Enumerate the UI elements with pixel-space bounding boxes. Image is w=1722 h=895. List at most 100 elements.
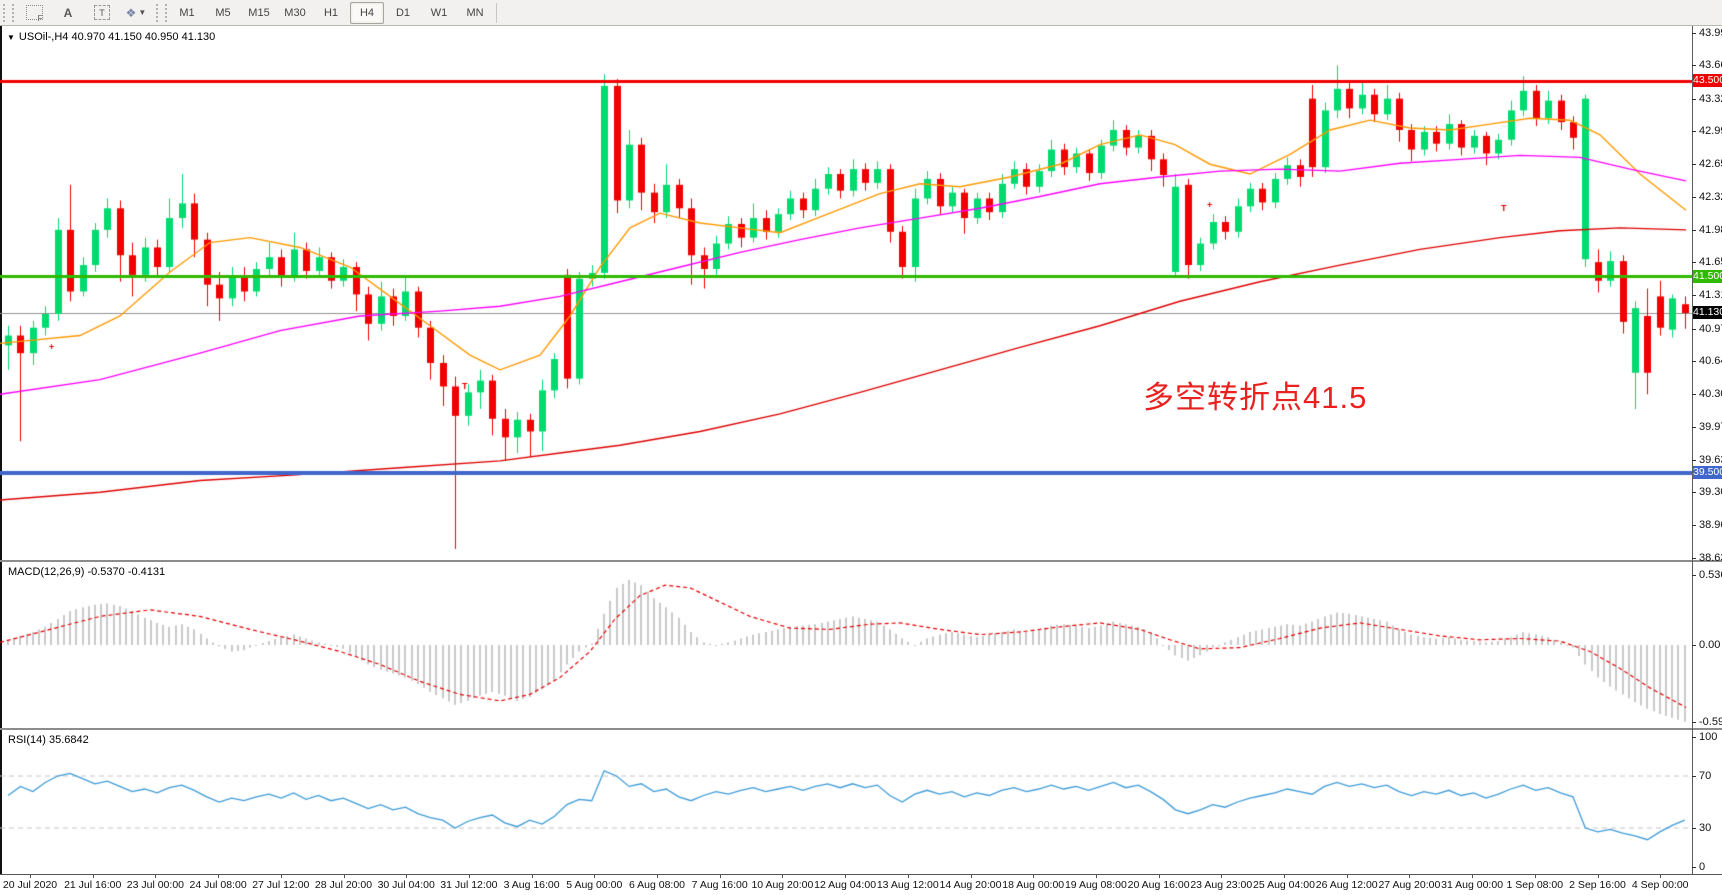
timeframe-button-M30[interactable]: M30 <box>284 6 306 19</box>
price-badge-41.500: 41.500 <box>1693 269 1722 283</box>
time-tick-mark <box>1284 874 1285 878</box>
time-tick-mark <box>970 874 972 878</box>
price-tick-mark <box>1692 459 1696 461</box>
timeframe-button-H1[interactable]: H1 <box>323 6 339 19</box>
time-tick-label: 24 Jul 08:00 <box>189 879 247 891</box>
arrow-objects-tool-button[interactable]: ❖ ▼ <box>119 2 153 24</box>
panel-divider[interactable] <box>0 560 1722 562</box>
price-tick-mark <box>1692 426 1696 428</box>
time-tick-label: 18 Aug 00:00 <box>1002 879 1065 891</box>
price-badge-39.500: 39.500 <box>1693 465 1722 479</box>
text-box-icon: T <box>94 5 110 20</box>
toolbar-separator <box>496 2 497 23</box>
price-tick-label: 40.640 <box>1699 355 1722 367</box>
rsi-indicator-label: RSI(14) 35.6842 <box>8 734 89 746</box>
timeframe-button-D1[interactable]: D1 <box>395 6 411 19</box>
time-tick-mark <box>30 874 31 878</box>
price-tick-label: 40.970 <box>1699 322 1722 335</box>
macd-indicator-label: MACD(12,26,9) -0.5370 -0.4131 <box>8 566 166 578</box>
chart-title: ▼ USOil-,H4 40.970 41.150 40.950 41.130 <box>7 31 215 43</box>
fibo-grid-icon: F <box>25 5 43 23</box>
macd-panel-canvas[interactable] <box>0 562 1692 728</box>
price-tick-label: 42.990 <box>1699 124 1722 137</box>
time-tick-mark <box>155 874 157 878</box>
macd-tick-label: -0.5924 <box>1699 716 1722 728</box>
timeframe-button-M15[interactable]: M15 <box>248 6 270 19</box>
text-label-tool-button[interactable]: A <box>51 2 85 24</box>
rsi-tick-label: 70 <box>1699 770 1712 782</box>
price-tick-mark <box>1692 33 1696 35</box>
price-tick-label: 40.300 <box>1699 388 1722 401</box>
price-tick-label: 43.660 <box>1699 59 1722 72</box>
time-tick-mark <box>218 874 220 878</box>
price-tick-label: 41.310 <box>1699 289 1722 302</box>
macd-tick-mark <box>1692 645 1696 646</box>
time-tick-mark <box>468 874 470 878</box>
time-tick-mark <box>1660 874 1662 878</box>
price-tick-label: 38.630 <box>1699 551 1722 564</box>
time-tick-label: 27 Aug 20:00 <box>1378 879 1441 891</box>
timeframe-button-M1[interactable]: M1 <box>179 6 195 19</box>
time-tick-mark <box>1409 874 1411 878</box>
time-tick-label: 31 Jul 12:00 <box>440 879 498 891</box>
rsi-tick-mark <box>1692 828 1696 829</box>
annotation-text: 多空转折点41.5 <box>1143 380 1368 415</box>
price-tick-mark <box>1692 130 1696 132</box>
time-tick-mark <box>343 874 345 878</box>
time-tick-mark <box>719 874 721 878</box>
time-tick-mark <box>657 874 658 878</box>
chart-toolbar: F A T ❖ ▼ M1 M5 M15 M30 H1 H4 D1 W1 MN <box>0 0 1722 26</box>
time-axis-line <box>0 874 1722 875</box>
panel-divider[interactable] <box>0 728 1722 730</box>
rsi-tick-label: 30 <box>1699 822 1712 834</box>
toolbar-grip-handle[interactable] <box>156 3 167 22</box>
price-tick-label: 39.630 <box>1699 453 1722 466</box>
price-tick-mark <box>1692 557 1696 559</box>
fibo-grid-tool-button[interactable]: F <box>17 2 51 24</box>
macd-tick-mark <box>1692 722 1696 723</box>
price-tick-mark <box>1692 65 1696 67</box>
time-tick-mark <box>845 874 847 878</box>
time-tick-label: 25 Aug 04:00 <box>1253 879 1315 891</box>
main-chart-canvas[interactable] <box>0 26 1692 562</box>
time-tick-mark <box>594 874 596 878</box>
time-tick-mark <box>1346 874 1348 878</box>
time-tick-mark <box>531 874 533 878</box>
time-tick-label: 14 Aug 20:00 <box>939 879 1002 891</box>
time-tick-label: 3 Aug 16:00 <box>503 879 560 891</box>
timeframe-button-MN[interactable]: MN <box>466 6 484 19</box>
price-tick-label: 43.990 <box>1699 27 1722 40</box>
price-tick-mark <box>1692 361 1696 362</box>
time-tick-mark <box>1158 874 1160 878</box>
time-tick-label: 2 Sep 16:00 <box>1569 879 1626 891</box>
time-tick-mark <box>1095 874 1097 878</box>
time-tick-label: 27 Jul 12:00 <box>252 879 310 891</box>
rsi-tick-mark <box>1692 867 1696 868</box>
price-tick-label: 39.300 <box>1699 486 1722 499</box>
chevron-down-icon: ▼ <box>138 8 147 17</box>
time-tick-label: 4 Sep 00:00 <box>1631 879 1689 891</box>
rsi-tick-label: 0 <box>1699 861 1706 873</box>
rsi-panel-canvas[interactable] <box>0 730 1692 874</box>
time-tick-label: 20 Jul 2020 <box>2 879 58 891</box>
timeframe-button-M5[interactable]: M5 <box>215 6 231 19</box>
price-tick-mark <box>1692 394 1696 396</box>
rsi-tick-mark <box>1692 737 1696 738</box>
time-tick-mark <box>1221 874 1223 878</box>
price-tick-label: 43.320 <box>1699 92 1722 105</box>
price-tick-mark <box>1692 98 1696 100</box>
timeframe-button-W1[interactable]: W1 <box>430 6 448 19</box>
time-tick-mark <box>1597 874 1599 878</box>
time-tick-mark <box>1472 874 1474 878</box>
timeframe-button-H4[interactable]: H4 <box>350 1 384 24</box>
time-tick-label: 30 Jul 04:00 <box>377 879 435 891</box>
time-tick-label: 23 Jul 00:00 <box>126 879 184 891</box>
time-tick-mark <box>782 874 784 878</box>
text-label-icon: A <box>63 5 73 20</box>
toolbar-grip-handle[interactable] <box>3 3 14 22</box>
time-tick-label: 13 Aug 12:00 <box>876 879 939 891</box>
text-box-tool-button[interactable]: T <box>85 2 119 24</box>
price-tick-mark <box>1692 229 1696 231</box>
price-tick-mark <box>1692 492 1696 494</box>
